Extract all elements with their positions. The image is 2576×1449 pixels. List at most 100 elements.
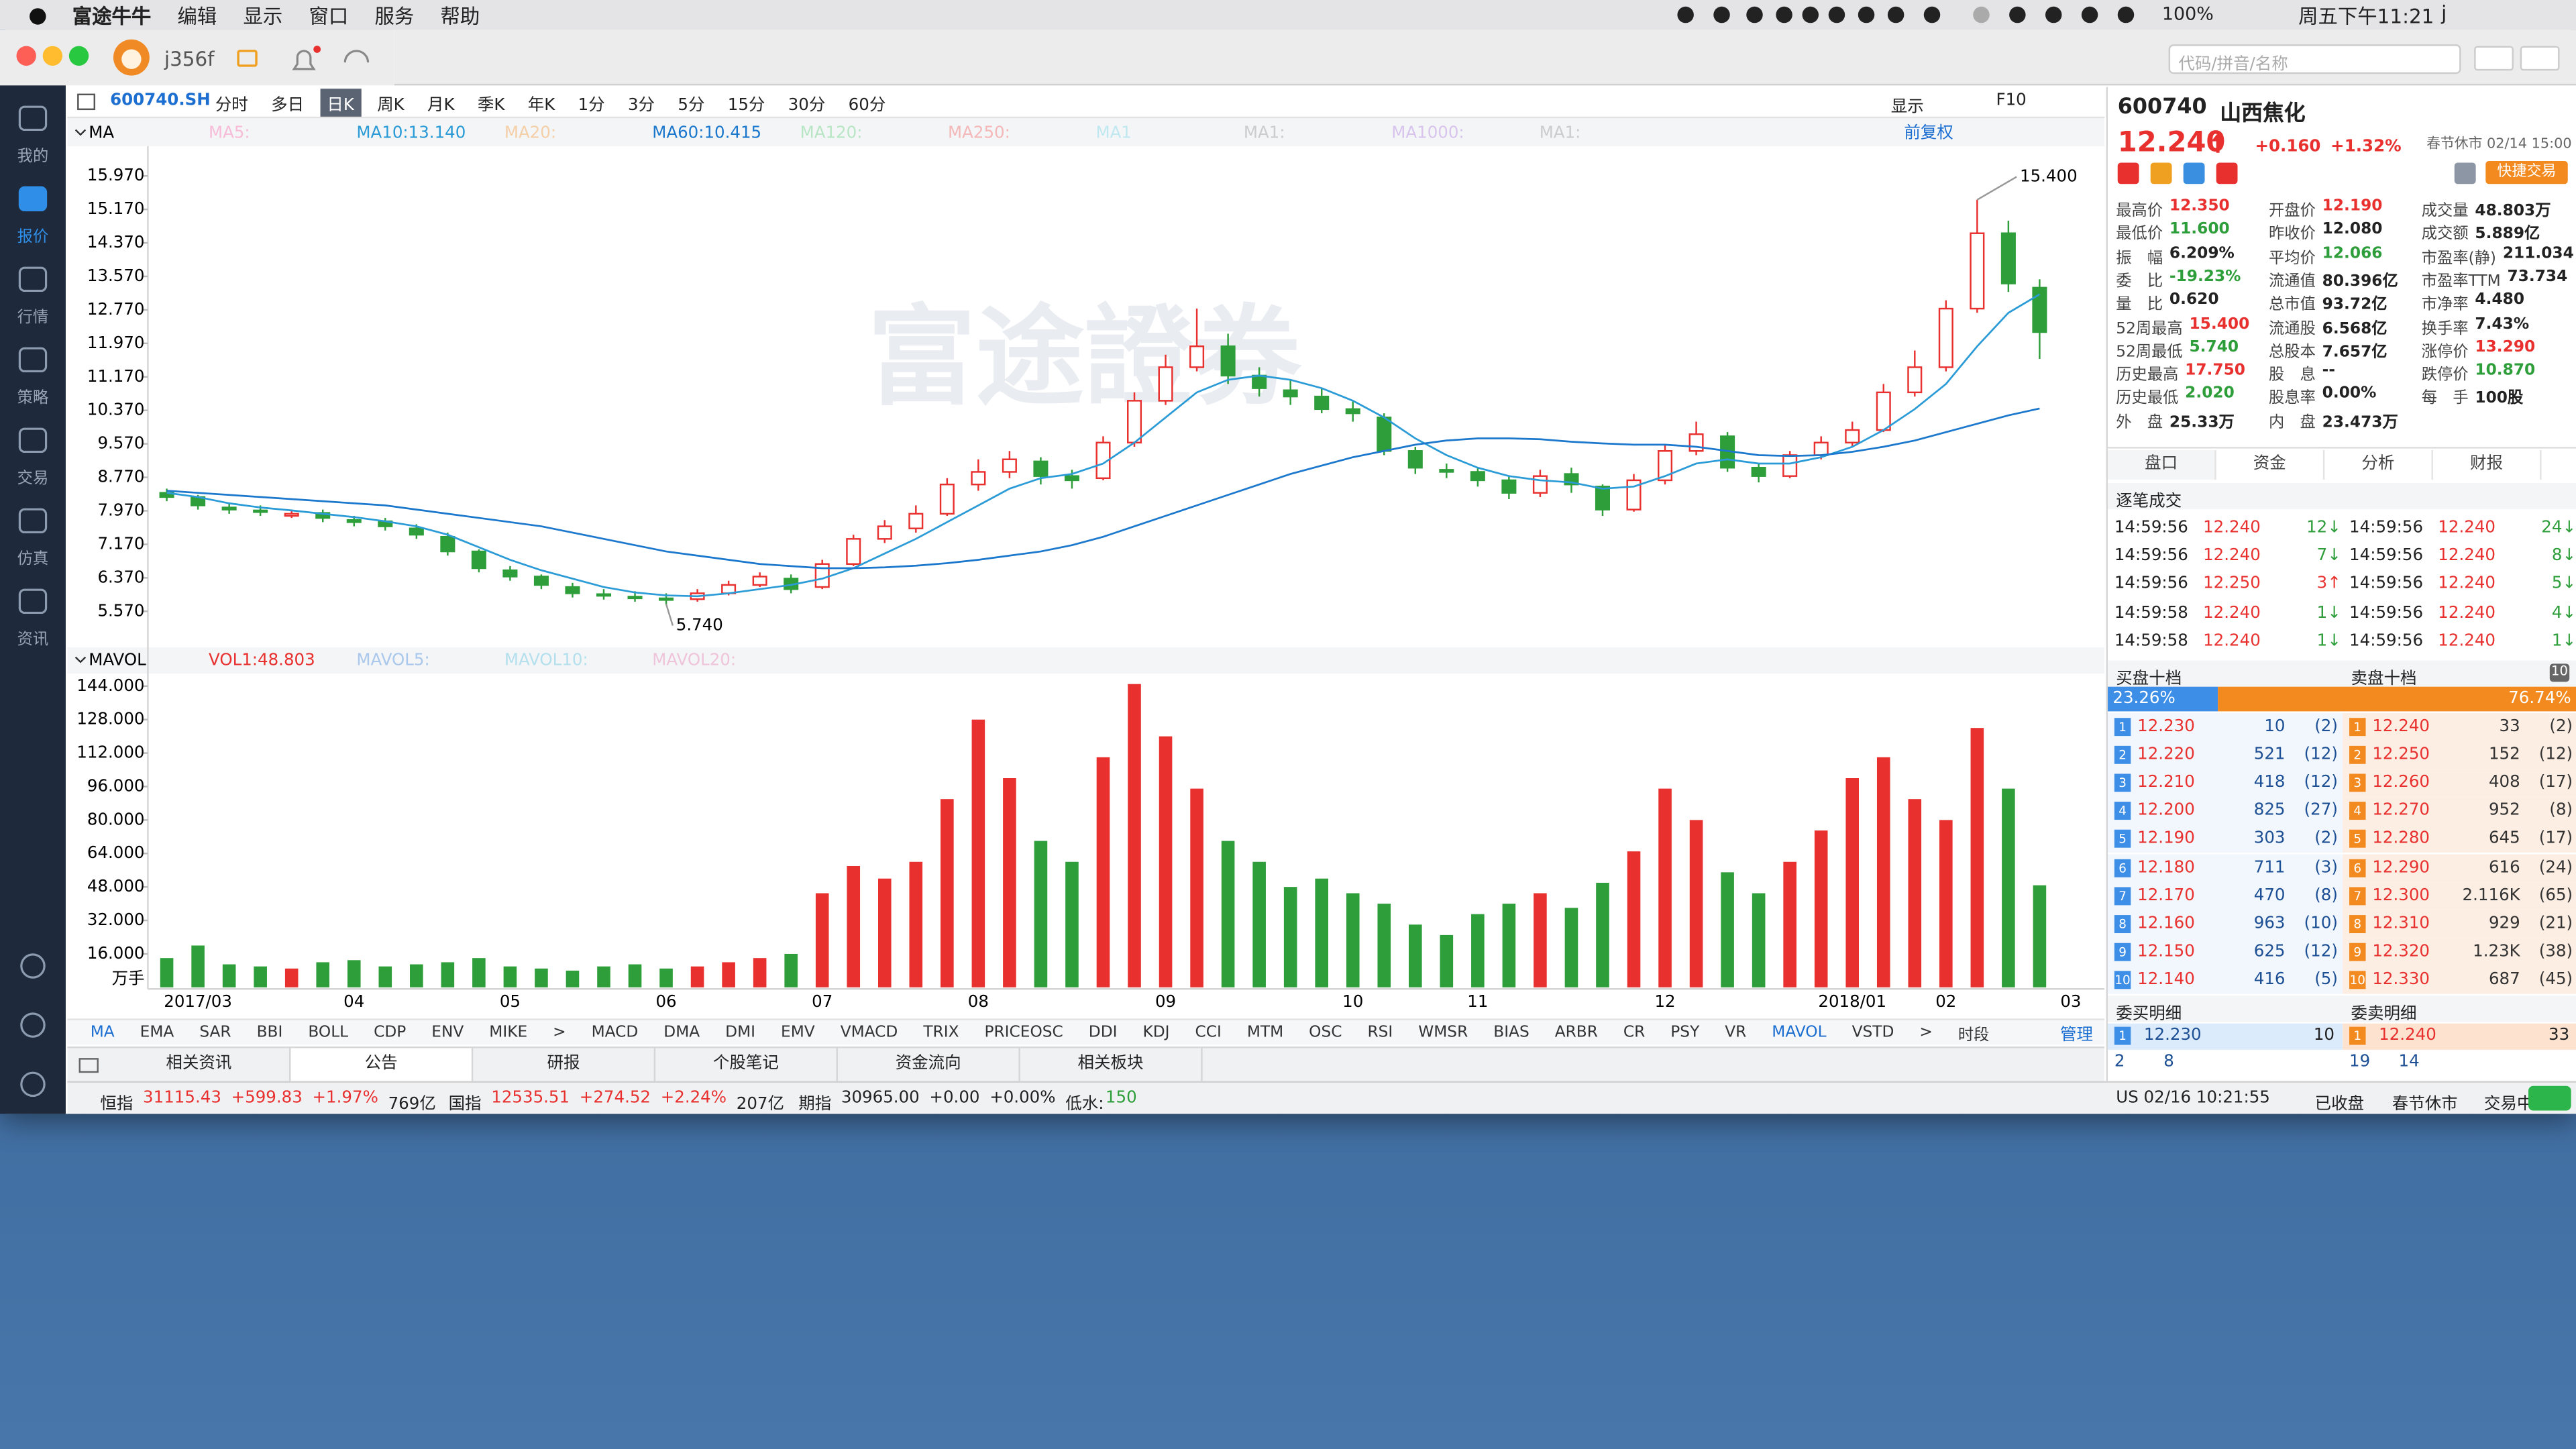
menu-item[interactable]: 显示 (243, 4, 283, 28)
indicator-tab[interactable]: SAR (199, 1023, 231, 1042)
indicator-tab[interactable]: BIAS (1493, 1023, 1529, 1042)
indicator-tab[interactable]: WMSR (1418, 1023, 1468, 1042)
indicator-tab[interactable]: MACD (591, 1023, 639, 1042)
search-box[interactable]: 代码/拼音/名称 (2168, 44, 2461, 74)
indicator-tab[interactable]: DMI (725, 1023, 756, 1042)
indicator-tab[interactable]: DDI (1088, 1023, 1118, 1042)
period-tab[interactable]: 日K (320, 89, 361, 117)
volume-bar (1721, 872, 1734, 987)
menu-item[interactable]: 帮助 (440, 4, 480, 28)
minimize-button[interactable] (42, 46, 63, 66)
period-tab[interactable]: 60分 (848, 97, 886, 115)
sidebar-item[interactable]: 报价 (17, 228, 49, 247)
indicator-tab[interactable]: EMA (140, 1023, 174, 1042)
indicator-tab[interactable]: OSC (1309, 1023, 1342, 1042)
indicator-tab[interactable]: MAVOL (1772, 1023, 1827, 1042)
period-tab[interactable]: 1分 (578, 97, 605, 115)
indicator-tab[interactable]: DMA (663, 1023, 700, 1042)
info-tab[interactable]: 研报 (473, 1048, 656, 1083)
period-tab[interactable]: 分时 (215, 97, 248, 115)
apple-menu[interactable] (26, 0, 49, 30)
indicator-tab[interactable]: PSY (1670, 1023, 1700, 1042)
badge-icon[interactable] (2117, 162, 2139, 184)
quote-tab[interactable]: 资金 (2216, 450, 2325, 480)
quote-tab[interactable]: 盘口 (2108, 450, 2216, 480)
close-button[interactable] (16, 46, 36, 66)
indicator-tab[interactable]: > (1919, 1023, 1933, 1042)
quote-tab[interactable]: 分析 (2324, 450, 2433, 480)
indicator-tab[interactable]: KDJ (1142, 1023, 1170, 1042)
indicator-tab[interactable]: CR (1623, 1023, 1646, 1042)
period-tab[interactable]: 3分 (627, 97, 655, 115)
level-price: 12.310 (2372, 914, 2430, 933)
indicator-tab[interactable]: ENV (431, 1023, 464, 1042)
period-tab[interactable]: 年K (527, 97, 555, 115)
bell-icon[interactable] (292, 50, 316, 70)
indicator-tab[interactable]: TRIX (923, 1023, 959, 1042)
sidebar-item[interactable]: 我的 (17, 148, 49, 166)
level-volume: 416 (2253, 971, 2286, 989)
info-tab[interactable]: 资金流向 (838, 1048, 1020, 1083)
period-tab[interactable]: 季K (477, 97, 505, 115)
period-tab[interactable]: 5分 (678, 97, 705, 115)
quote-tab[interactable]: 财报 (2433, 450, 2542, 480)
info-tab[interactable]: 相关板块 (1020, 1048, 1203, 1083)
indicator-tab[interactable]: BOLL (308, 1023, 349, 1042)
panel-toggle[interactable] (77, 93, 96, 111)
indicator-tab[interactable]: RSI (1367, 1023, 1393, 1042)
stat-label: 内 盘 (2269, 413, 2316, 432)
titlebar-button[interactable] (2474, 46, 2514, 71)
badge-icon[interactable] (2150, 162, 2172, 184)
support-icon[interactable] (343, 50, 370, 63)
menu-item[interactable]: 窗口 (309, 4, 349, 28)
indicator-tab[interactable]: VMACD (840, 1023, 898, 1042)
period-tab[interactable]: 周K (377, 97, 405, 115)
indicator-tab[interactable]: MA (90, 1023, 115, 1042)
sidebar-item[interactable]: 资讯 (17, 631, 49, 649)
period-tab[interactable]: 多日 (271, 97, 305, 115)
indicator-tab[interactable]: CDP (374, 1023, 407, 1042)
indicator-tab[interactable]: 时段 (1957, 1026, 1990, 1044)
indicator-tab[interactable]: MIKE (489, 1023, 528, 1042)
info-tab[interactable]: 公告 (290, 1048, 474, 1083)
index-name[interactable]: 国指 (448, 1095, 482, 1114)
indicator-tab[interactable]: VR (1725, 1023, 1747, 1042)
collapse-button[interactable] (78, 1058, 99, 1073)
zoom-button[interactable] (68, 46, 89, 66)
titlebar-button[interactable] (2520, 46, 2560, 71)
indicator-tab[interactable]: > (553, 1023, 566, 1042)
indicator-tab[interactable]: VSTD (1851, 1023, 1894, 1042)
menu-user[interactable]: j (2441, 1, 2447, 25)
manage-button[interactable]: 管理 (2060, 1026, 2094, 1045)
info-tab[interactable]: 相关资讯 (109, 1048, 291, 1083)
lock-icon[interactable] (237, 50, 258, 67)
symbol[interactable]: 600740.SH (110, 92, 211, 111)
menu-item[interactable]: 编辑 (177, 4, 217, 28)
indicator-tab[interactable]: CCI (1195, 1023, 1222, 1042)
alert-icon[interactable] (2454, 162, 2476, 184)
indicator-tab[interactable]: PRICEOSC (984, 1023, 1063, 1042)
sidebar-item[interactable]: 策略 (17, 389, 49, 408)
sidebar-item[interactable]: 交易 (17, 470, 49, 488)
account-name[interactable]: j356f (164, 48, 215, 71)
menu-item[interactable]: 服务 (374, 4, 415, 28)
period-tab[interactable]: 30分 (788, 97, 826, 115)
badge-icon[interactable] (2216, 162, 2238, 184)
indicator-tab[interactable]: BBI (256, 1023, 283, 1042)
badge-icon[interactable] (2183, 162, 2205, 184)
indicator-tab[interactable]: ARBR (1554, 1023, 1598, 1042)
quick-trade-button[interactable]: 快捷交易 (2485, 161, 2568, 184)
sidebar-item[interactable]: 仿真 (17, 550, 49, 569)
display-menu[interactable]: 显示 (1890, 98, 1924, 117)
f10-button[interactable]: F10 (1996, 92, 2027, 111)
period-tab[interactable]: 15分 (727, 97, 765, 115)
info-tab[interactable]: 个股笔记 (655, 1048, 838, 1083)
indicator-tab[interactable]: EMV (781, 1023, 815, 1042)
indicator-tab[interactable]: MTM (1246, 1023, 1284, 1042)
sidebar-item[interactable]: 行情 (17, 309, 49, 327)
period-tab[interactable]: 月K (427, 97, 455, 115)
index-name[interactable]: 恒指 (100, 1095, 133, 1114)
chat-button[interactable] (2528, 1085, 2571, 1111)
menu-item[interactable]: 富途牛牛 (72, 4, 152, 28)
depth-badge[interactable]: 10 (2549, 663, 2570, 682)
